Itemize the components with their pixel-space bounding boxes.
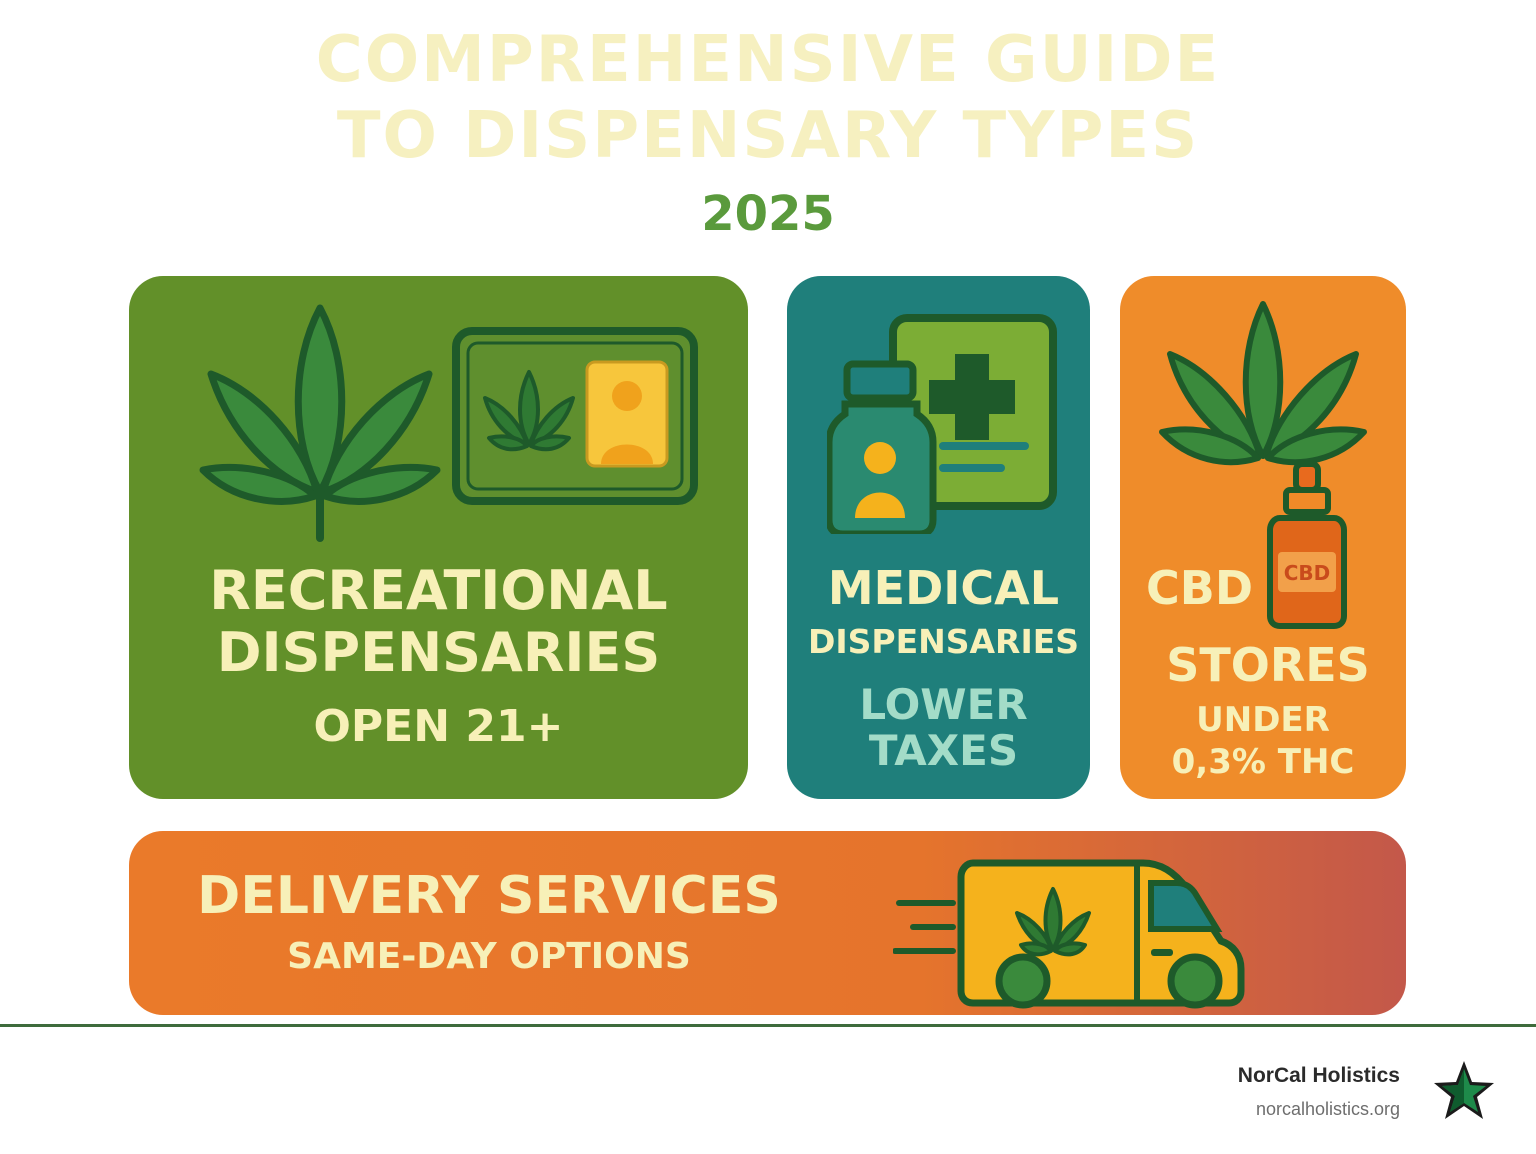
recreational-title-line-2: DISPENSARIES [216,621,661,684]
medical-taxes-line-2: TAXES [868,726,1019,775]
medical-taxes-line-1: LOWER [859,680,1028,729]
star-logo-icon [1434,1061,1494,1119]
cbd-title-line-2: STORES [1166,638,1370,692]
cbd-thc-line-2: 0,3% THC [1171,742,1355,782]
cannabis-leaf-icon [199,304,441,542]
medical-title-line-2: DISPENSARIES [807,622,1080,661]
recreational-title-line-1: RECREATIONAL [209,559,668,622]
cannabis-leaf-icon [1159,301,1367,466]
year-label: 2025 [701,186,835,242]
recreational-age-label: OPEN 21+ [313,701,564,752]
brand-url[interactable]: norcalholistics.org [1255,1099,1400,1119]
recreational-card: RECREATIONAL DISPENSARIES OPEN 21+ [129,276,748,799]
bottle-label: CBD [1284,561,1331,585]
footer-divider [0,1024,1536,1027]
cbd-title-line-1: CBD [1146,561,1254,615]
title-line-2: TO DISPENSARY TYPES [336,99,1200,173]
delivery-card: DELIVERY SERVICES SAME-DAY OPTIONS [129,831,1406,1015]
cbd-card: CBD CBD STORES UNDER 0,3% THC [1120,276,1406,799]
brand-name: NorCal Holistics [1237,1064,1400,1087]
cbd-thc-line-1: UNDER [1196,700,1330,740]
delivery-subtitle: SAME-DAY OPTIONS [287,936,691,977]
dropper-bottle-icon: CBD [1267,461,1347,629]
medical-title-line-1: MEDICAL [827,561,1060,615]
medicine-bottle-icon [827,360,937,534]
medical-card: MEDICAL DISPENSARIES LOWER TAXES [787,276,1090,799]
delivery-title: DELIVERY SERVICES [197,866,781,926]
id-card-icon [452,327,698,505]
title-line-1: COMPREHENSIVE GUIDE [315,23,1221,97]
delivery-van-icon [893,859,1245,1009]
page-title: COMPREHENSIVE GUIDE TO DISPENSARY TYPES [0,22,1536,174]
